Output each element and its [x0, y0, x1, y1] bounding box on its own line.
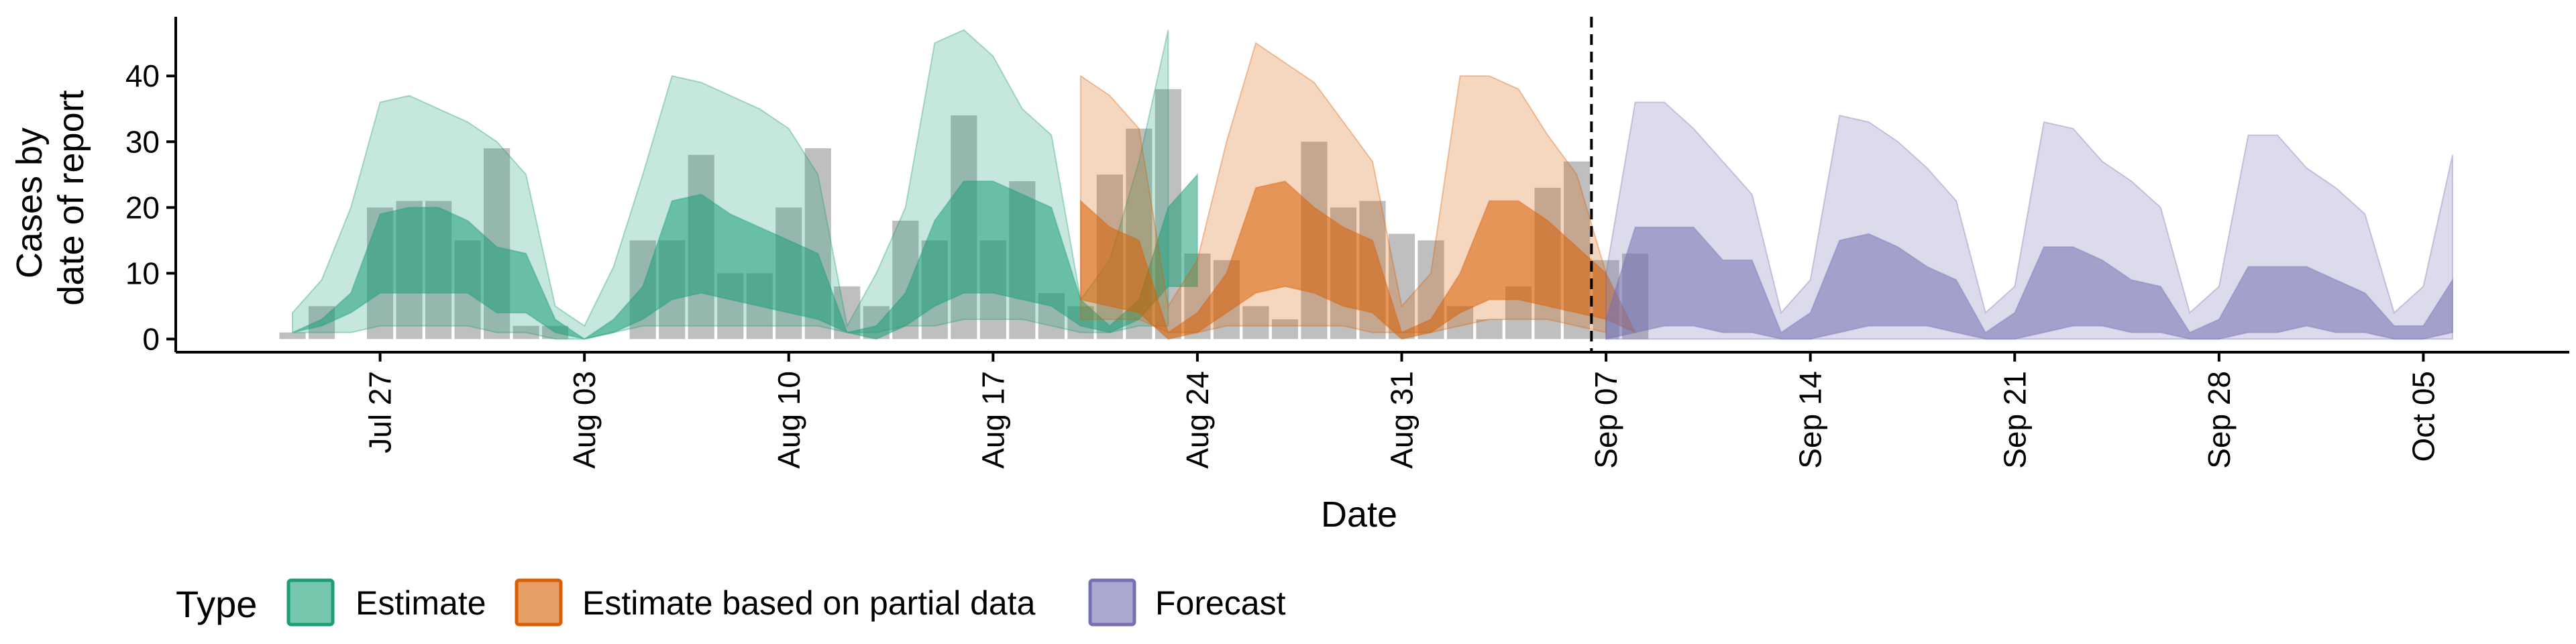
- legend-item: Forecast: [1088, 578, 1286, 627]
- legend-key: [286, 578, 335, 627]
- legend-item: Estimate based on partial data: [515, 578, 1036, 627]
- reported-cases-bar: [1271, 319, 1299, 339]
- x-tick-label: Oct 05: [2406, 371, 2440, 462]
- x-tick-label: Aug 17: [975, 371, 1010, 469]
- y-tick-label: 0: [142, 321, 160, 356]
- legend-label: Forecast: [1155, 584, 1286, 622]
- legend-label: Estimate based on partial data: [582, 584, 1036, 622]
- plot-area: [279, 17, 2453, 352]
- y-tick-label: 20: [125, 190, 160, 225]
- x-tick-label: Sep 21: [1997, 371, 2032, 469]
- reported-cases-bar: [1476, 319, 1503, 339]
- y-axis-title-line-2: date of report: [51, 90, 91, 305]
- y-tick-label: 30: [125, 124, 160, 159]
- legend-label: Estimate: [356, 584, 486, 622]
- y-axis-ticks: 0 10 20 30 40: [125, 58, 176, 356]
- reported-cases-bar: [513, 325, 539, 339]
- x-tick-label: Sep 07: [1589, 371, 1623, 469]
- y-axis-title-line-1: Cases by: [9, 127, 50, 278]
- x-tick-label: Jul 27: [363, 371, 398, 453]
- x-tick-label: Aug 24: [1180, 371, 1215, 469]
- estimate-inner-band: [292, 172, 1198, 340]
- y-tick-label: 40: [125, 58, 160, 93]
- reported-cases-bar: [1242, 306, 1269, 339]
- x-tick-label: Sep 28: [2202, 371, 2237, 469]
- x-tick-label: Aug 10: [771, 371, 806, 469]
- y-axis-title: Cases by date of report: [9, 90, 91, 305]
- legend-key: [1088, 578, 1136, 627]
- x-axis-title: Date: [1321, 494, 1397, 535]
- legend-items: Estimate Estimate based on partial data Fo…: [286, 578, 1286, 627]
- y-tick-label: 10: [125, 256, 160, 290]
- legend: Type Estimate Estimate based on partial d…: [176, 578, 1286, 627]
- x-tick-label: Aug 03: [567, 371, 602, 469]
- x-axis-ticks: Jul 27 Aug 03 Aug 10 Aug 17 Aug 24 Aug 31 Sep …: [363, 352, 2440, 469]
- legend-title: Type: [176, 583, 257, 625]
- x-tick-label: Aug 31: [1385, 371, 1419, 469]
- reported-cases-bar: [279, 332, 306, 339]
- legend-item: Estimate: [286, 578, 486, 627]
- forecast-inner-band: [1605, 226, 2453, 340]
- legend-key: [515, 578, 563, 627]
- x-tick-label: Sep 14: [1793, 371, 1828, 469]
